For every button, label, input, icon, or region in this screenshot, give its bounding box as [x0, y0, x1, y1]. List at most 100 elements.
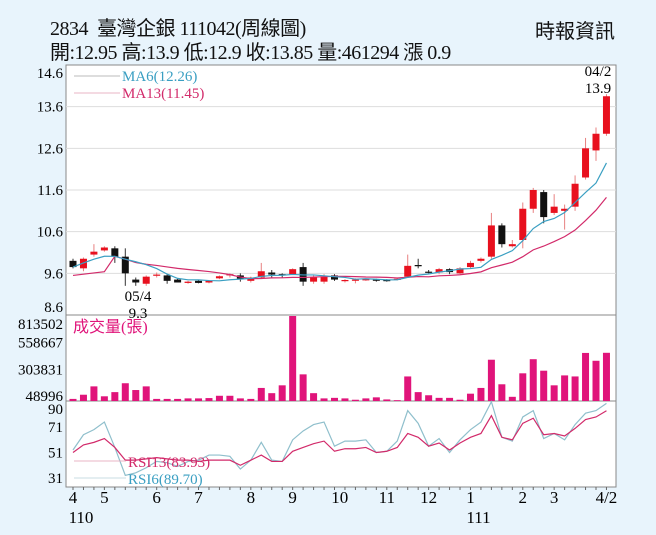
- volume-bar: [550, 385, 558, 401]
- volume-bar: [205, 398, 213, 401]
- candle-body: [561, 208, 569, 211]
- volume-bar: [425, 395, 433, 401]
- ma6-line: [72, 162, 607, 282]
- candle-body: [435, 269, 443, 273]
- volume-bar: [362, 398, 370, 401]
- candle-body: [351, 279, 359, 281]
- candle-body: [466, 262, 474, 268]
- candle-body: [195, 280, 203, 283]
- volume-bar: [414, 392, 422, 401]
- candle-body: [331, 275, 338, 280]
- x-tick-label: 4: [69, 488, 78, 507]
- candle-body: [341, 280, 349, 282]
- candle-body: [404, 265, 412, 277]
- rsi-tick-label: 90: [48, 402, 63, 418]
- volume-tick-label: 48996: [26, 389, 64, 405]
- price-tick-label: 12.6: [37, 141, 64, 157]
- candle-body: [414, 265, 422, 267]
- candle-body: [132, 279, 140, 283]
- candle-body: [550, 206, 558, 213]
- volume-bar: [582, 352, 590, 401]
- candle-body: [100, 247, 108, 251]
- x-tick-label: 9: [288, 488, 297, 507]
- volume-bar: [571, 376, 579, 401]
- candle-body: [310, 277, 318, 282]
- volume-bar: [435, 397, 443, 401]
- candle-body: [69, 260, 77, 268]
- volume-bar: [132, 390, 140, 401]
- volume-bar: [257, 387, 265, 401]
- ma13-line: [72, 196, 607, 280]
- candle-body: [90, 251, 98, 255]
- x-tick-label: 10: [331, 488, 348, 507]
- volume-bar: [121, 383, 129, 401]
- x-tick-label: 3: [550, 488, 559, 507]
- volume-bar: [111, 392, 119, 401]
- volume-bar: [487, 359, 495, 401]
- x-tick-label: 6: [152, 488, 161, 507]
- candle-body: [508, 244, 516, 247]
- x-tick-label: 8: [247, 488, 256, 507]
- x-tick-label: 2: [519, 488, 528, 507]
- candle-body: [383, 280, 391, 282]
- chart-title: 2834 臺灣企銀 111042(周線圖): [50, 18, 306, 40]
- volume-bar: [310, 393, 318, 401]
- candle-body: [163, 275, 171, 281]
- candle-body: [519, 208, 527, 240]
- volume-bar: [372, 397, 380, 401]
- candle-body: [540, 192, 548, 218]
- volume-bar: [383, 399, 391, 401]
- volume-bar: [519, 373, 527, 401]
- volume-bar: [142, 386, 150, 401]
- candle-body: [215, 276, 223, 279]
- candle-body: [602, 96, 610, 134]
- volume-bar: [215, 395, 223, 401]
- volume-bar: [79, 394, 87, 401]
- candle-body: [582, 148, 590, 178]
- candle-body: [153, 274, 161, 276]
- candle-body: [372, 279, 380, 281]
- candle-body: [268, 272, 276, 275]
- volume-tick-label: 558667: [18, 336, 64, 352]
- candle-body: [456, 268, 464, 274]
- x-tick-label: 1: [466, 488, 475, 507]
- volume-bar: [393, 400, 401, 401]
- x-year-label: 111: [466, 508, 490, 527]
- candle-body: [320, 276, 328, 282]
- volume-bar: [540, 370, 548, 401]
- volume-title: 成交量(張): [73, 318, 148, 336]
- volume-bar: [90, 386, 98, 401]
- price-tick-label: 9.6: [44, 266, 63, 282]
- volume-bar: [529, 359, 537, 401]
- volume-tick-label: 813502: [18, 317, 63, 333]
- volume-bar: [163, 398, 171, 401]
- volume-bar: [153, 398, 161, 401]
- candle-body: [257, 271, 265, 278]
- volume-bar: [184, 398, 192, 401]
- volume-bar: [69, 398, 77, 401]
- volume-bar: [477, 387, 485, 401]
- rsi-tick-label: 51: [48, 446, 63, 462]
- candle-body: [205, 280, 213, 283]
- rsi-tick-label: 31: [48, 471, 63, 487]
- volume-bar: [174, 398, 182, 401]
- volume-bar: [404, 376, 412, 401]
- rsi13-line: [72, 410, 607, 466]
- volume-bar: [236, 398, 244, 401]
- price-tick-label: 8.6: [44, 300, 63, 316]
- volume-bar: [289, 316, 297, 401]
- volume-bar: [446, 397, 454, 401]
- low-date-label: 05/4: [125, 289, 152, 305]
- x-tick-label: 5: [100, 488, 109, 507]
- candle-body: [529, 190, 537, 209]
- x-tick-label: 4/2: [596, 488, 618, 507]
- volume-bar: [466, 393, 474, 401]
- candle-body: [592, 133, 600, 151]
- candle-body: [498, 225, 506, 245]
- rsi6-line: [72, 400, 607, 477]
- candle-body: [571, 183, 579, 207]
- volume-bar: [278, 385, 286, 401]
- candle-body: [184, 281, 192, 283]
- candle-body: [487, 225, 495, 257]
